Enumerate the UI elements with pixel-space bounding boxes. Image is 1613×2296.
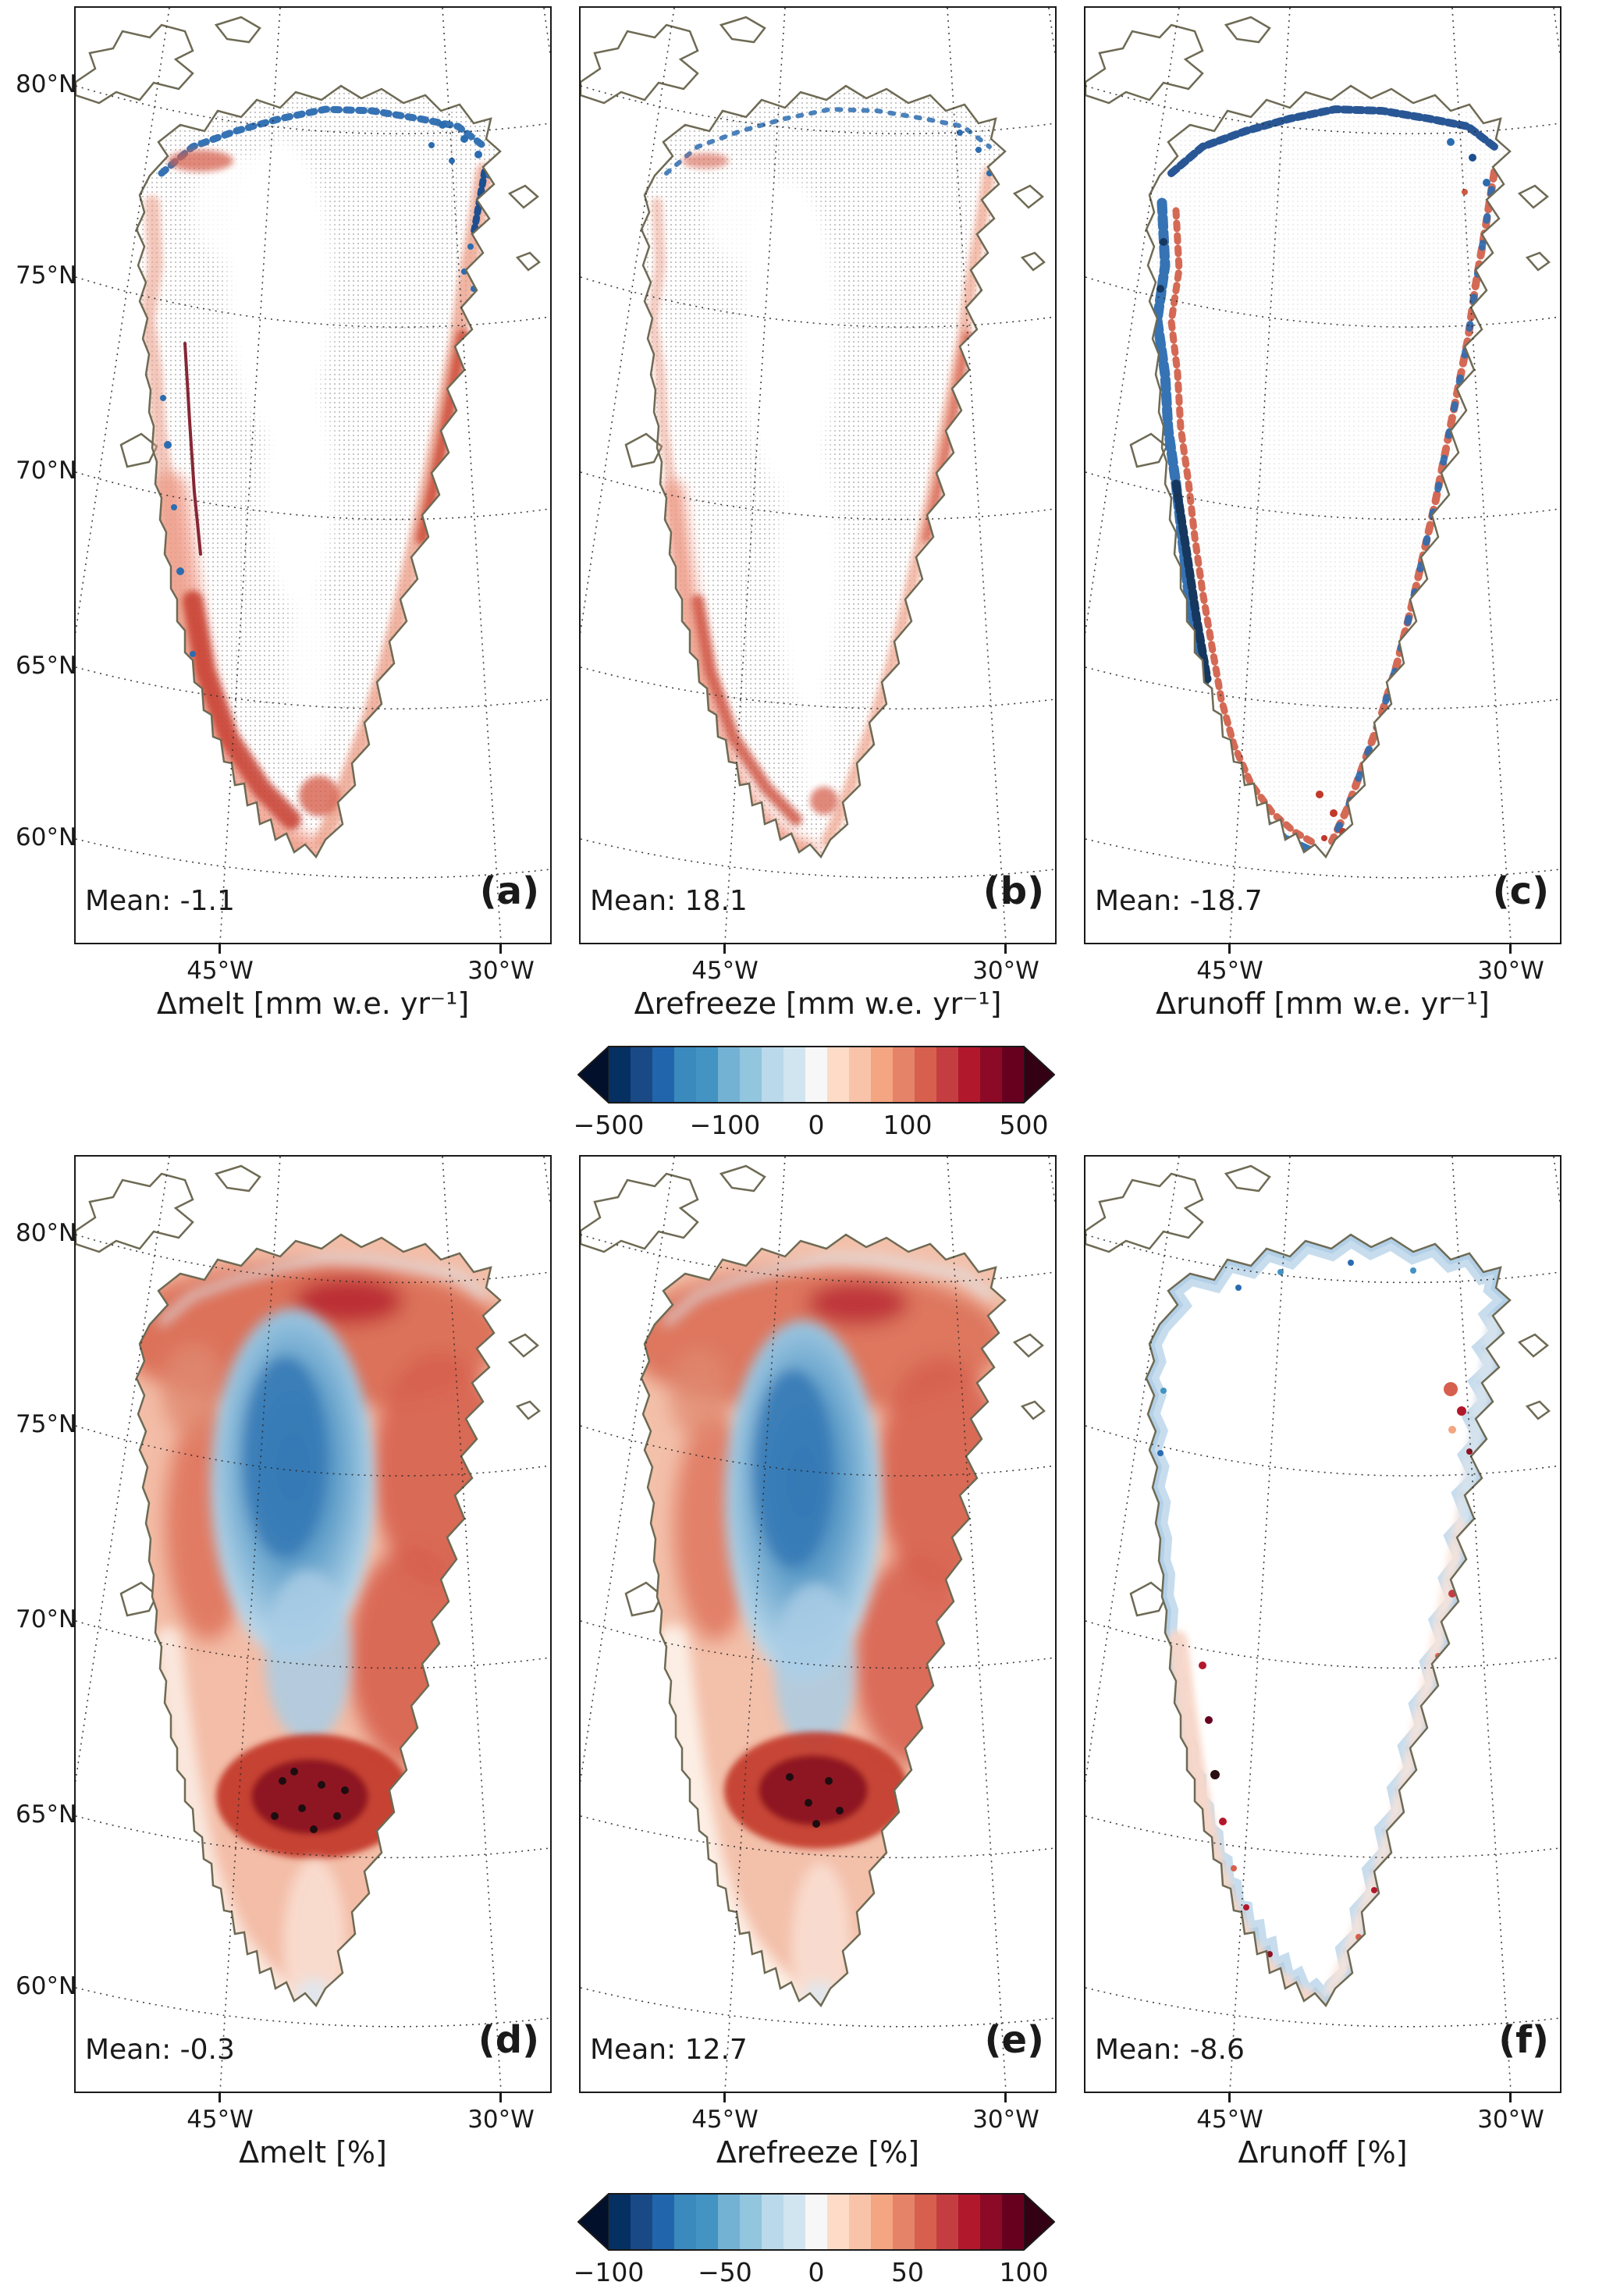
xtick-30w: 30°W xyxy=(1477,2106,1544,2134)
map-panel-b: Mean: 18.1 (b) 45°W 30°W Δrefreeze [mm w… xyxy=(579,6,1057,1021)
xtick-45w: 45°W xyxy=(1196,957,1263,985)
cb-tick: −500 xyxy=(573,1110,645,1140)
xtick-45w: 45°W xyxy=(691,2106,759,2134)
xtick-mark xyxy=(499,2093,502,2102)
xtick-mark xyxy=(1004,2093,1007,2102)
panel-letter-a: (a) xyxy=(479,869,539,913)
greenland-map-e xyxy=(581,1157,1055,2092)
lat-label-60n-top: 60°N xyxy=(16,823,77,851)
colorbar-ticks: −500 −100 0 100 500 xyxy=(574,1110,1049,1143)
lat-label-75n-top: 75°N xyxy=(16,261,77,290)
greenland-map-d xyxy=(76,1157,550,2092)
panel-letter-f: (f) xyxy=(1498,2018,1549,2062)
cb-tick: −50 xyxy=(698,2257,752,2287)
xtick-mark xyxy=(723,2093,726,2102)
mean-label-d: Mean: -0.3 xyxy=(85,2034,235,2066)
data-layer-refreeze-mm xyxy=(641,86,1005,857)
data-layer-runoff-pct xyxy=(1146,1235,1510,2006)
mean-label-e: Mean: 12.7 xyxy=(590,2034,748,2066)
cb-tick: 100 xyxy=(883,1110,933,1140)
colorbar-gradient xyxy=(609,2193,1024,2251)
colorbar-ticks: −100 −50 0 50 100 xyxy=(574,2257,1049,2290)
colorbar-right-arrow xyxy=(1024,1046,1055,1104)
xtick-mark xyxy=(219,2093,221,2102)
lat-label-60n-bottom: 60°N xyxy=(16,1972,77,2000)
mean-label-b: Mean: 18.1 xyxy=(590,885,748,917)
lat-label-70n-bottom: 70°N xyxy=(16,1605,77,1633)
data-layer-refreeze-pct xyxy=(641,1235,1005,2006)
map-panel-f: Mean: -8.6 (f) 45°W 30°W Δrunoff [%] xyxy=(1084,1155,1561,2170)
landmass xyxy=(1146,1235,1510,2006)
greenland-map-a xyxy=(76,8,550,943)
greenland-map-c xyxy=(1085,8,1560,943)
xtick-30w: 30°W xyxy=(467,2106,535,2134)
panel-letter-b: (b) xyxy=(982,869,1044,913)
panel-letter-d: (d) xyxy=(478,2018,539,2062)
mean-label-a: Mean: -1.1 xyxy=(85,885,235,917)
panel-letter-e: (e) xyxy=(984,2018,1044,2062)
lat-label-65n-bottom: 65°N xyxy=(16,1800,77,1829)
runoff-specks xyxy=(1157,1260,1473,1957)
xtick-30w: 30°W xyxy=(972,957,1039,985)
xlabel-a: Δmelt [mm w.e. yr⁻¹] xyxy=(156,986,470,1021)
colorbar-right-arrow xyxy=(1024,2193,1055,2251)
colorbar-pct: −100 −50 0 50 100 xyxy=(574,2193,1055,2287)
xtick-mark xyxy=(1004,944,1007,954)
map-panel-e: Mean: 12.7 (e) 45°W 30°W Δrefreeze [%] xyxy=(579,1155,1057,2170)
lat-label-80n-top: 80°N xyxy=(16,70,77,98)
xtick-mark xyxy=(499,944,502,954)
xlabel-e: Δrefreeze [%] xyxy=(716,2135,920,2170)
cb-tick: 100 xyxy=(999,2257,1049,2287)
cb-tick: −100 xyxy=(573,2257,645,2287)
xlabel-b: Δrefreeze [mm w.e. yr⁻¹] xyxy=(634,986,1002,1021)
cb-tick: −100 xyxy=(689,1110,761,1140)
xtick-mark xyxy=(1228,2093,1231,2102)
colorbar-gradient xyxy=(609,1046,1024,1104)
lat-label-75n-bottom: 75°N xyxy=(16,1410,77,1438)
cb-tick: 50 xyxy=(891,2257,925,2287)
cb-tick: 0 xyxy=(808,1110,825,1140)
xlabel-c: Δrunoff [mm w.e. yr⁻¹] xyxy=(1156,986,1490,1021)
colorbar-left-arrow xyxy=(577,1046,609,1104)
cb-tick: 500 xyxy=(999,1110,1049,1140)
lat-label-65n-top: 65°N xyxy=(16,652,77,680)
xtick-mark xyxy=(723,944,726,954)
xtick-mark xyxy=(1509,2093,1512,2102)
greenland-map-b xyxy=(581,8,1055,943)
xtick-30w: 30°W xyxy=(467,957,535,985)
colorbar-left-arrow xyxy=(577,2193,609,2251)
mean-label-f: Mean: -8.6 xyxy=(1095,2034,1245,2066)
xtick-45w: 45°W xyxy=(187,957,254,985)
greenland-map-f xyxy=(1085,1157,1560,2092)
map-panel-c: Mean: -18.7 (c) 45°W 30°W Δrunoff [mm w.… xyxy=(1084,6,1561,1021)
mean-label-c: Mean: -18.7 xyxy=(1095,885,1263,917)
xtick-30w: 30°W xyxy=(1477,957,1544,985)
xtick-mark xyxy=(219,944,221,954)
xtick-mark xyxy=(1228,944,1231,954)
data-layer-runoff-mm xyxy=(1146,86,1510,857)
xtick-45w: 45°W xyxy=(691,957,759,985)
cb-tick: 0 xyxy=(808,2257,825,2287)
colorbar-mm: −500 −100 0 100 500 xyxy=(574,1046,1055,1140)
panel-letter-c: (c) xyxy=(1492,869,1549,913)
map-panel-a: Mean: -1.1 (a) 45°W 30°W Δmelt [mm w.e. … xyxy=(74,6,552,1021)
xtick-45w: 45°W xyxy=(187,2106,254,2134)
xlabel-d: Δmelt [%] xyxy=(239,2135,387,2170)
xlabel-f: Δrunoff [%] xyxy=(1238,2135,1408,2170)
data-layer-melt-mm xyxy=(137,86,500,857)
xtick-30w: 30°W xyxy=(972,2106,1039,2134)
lat-label-80n-bottom: 80°N xyxy=(16,1219,77,1247)
map-panel-d: Mean: -0.3 (d) 45°W 30°W Δmelt [%] xyxy=(74,1155,552,2170)
lat-label-70n-top: 70°N xyxy=(16,457,77,485)
xtick-45w: 45°W xyxy=(1196,2106,1263,2134)
data-layer-melt-pct xyxy=(137,1235,500,2006)
xtick-mark xyxy=(1509,944,1512,954)
